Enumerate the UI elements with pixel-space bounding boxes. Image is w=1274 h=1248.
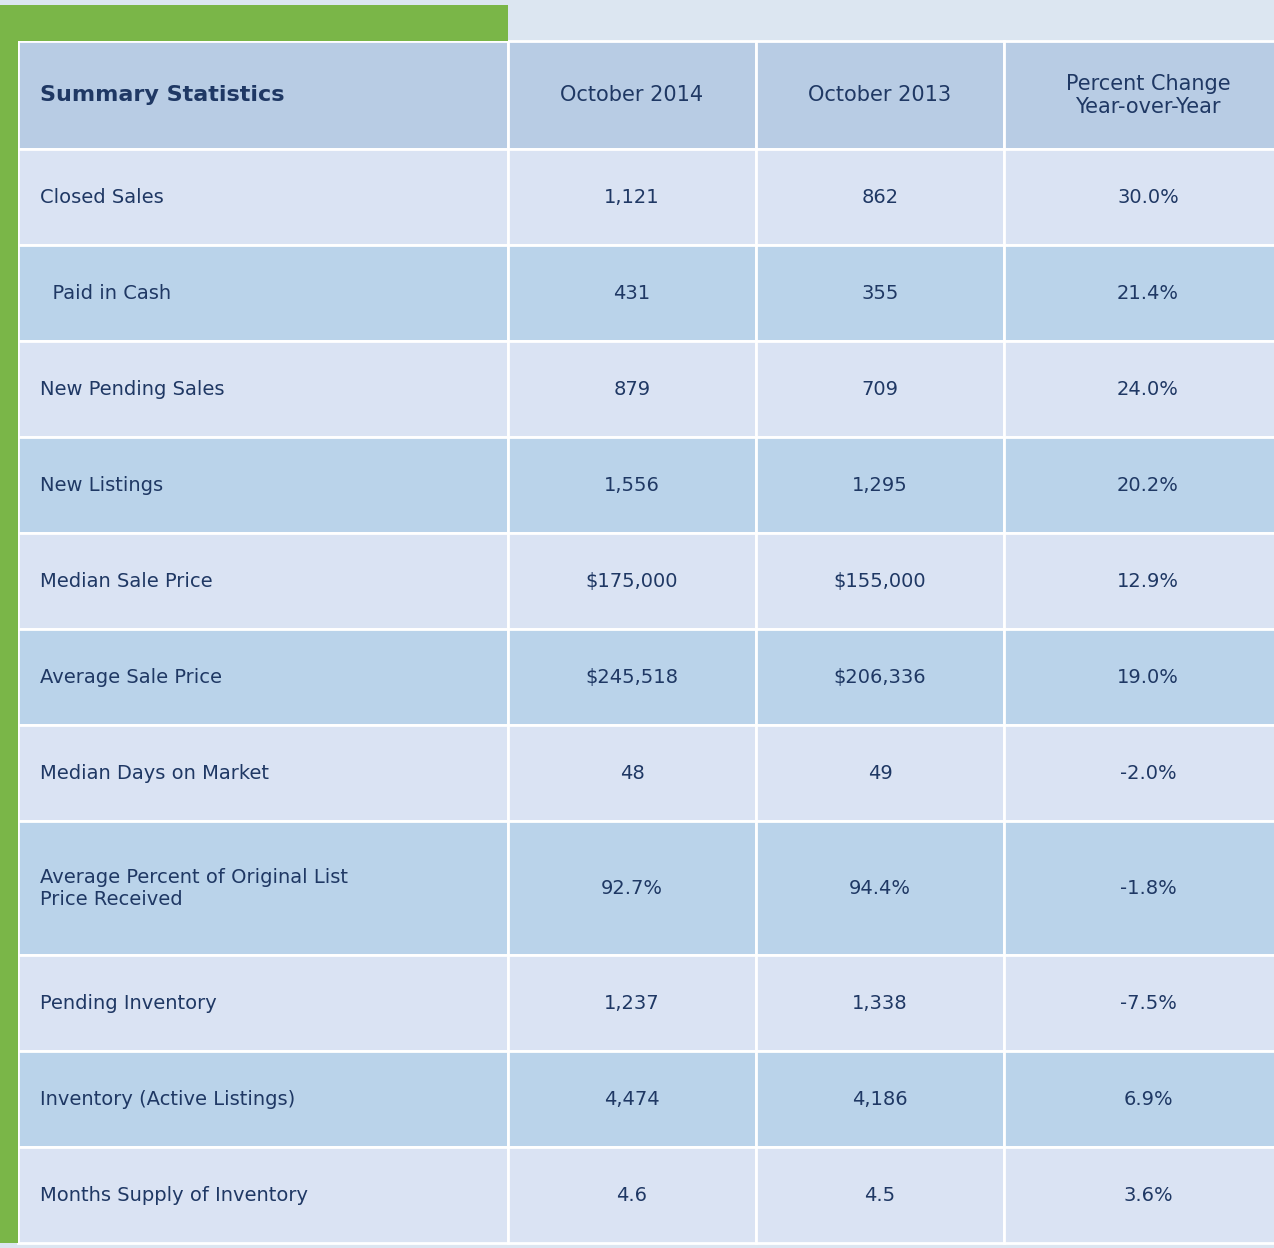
- Bar: [18, 629, 508, 725]
- Bar: [18, 150, 508, 246]
- Text: Pending Inventory: Pending Inventory: [39, 993, 217, 1012]
- Bar: [1004, 150, 1274, 246]
- Text: 1,556: 1,556: [604, 475, 660, 494]
- Text: 30.0%: 30.0%: [1117, 188, 1178, 207]
- Bar: [0, 5, 18, 1243]
- Bar: [1004, 437, 1274, 533]
- Text: October 2013: October 2013: [809, 85, 952, 105]
- Text: Percent Change
Year-over-Year: Percent Change Year-over-Year: [1065, 74, 1231, 117]
- Text: Months Supply of Inventory: Months Supply of Inventory: [39, 1186, 308, 1204]
- Text: 92.7%: 92.7%: [601, 879, 662, 897]
- Bar: [18, 5, 508, 41]
- Bar: [508, 725, 755, 821]
- Bar: [1004, 41, 1274, 150]
- Bar: [508, 341, 755, 437]
- Bar: [18, 41, 508, 150]
- Text: Inventory (Active Listings): Inventory (Active Listings): [39, 1090, 296, 1108]
- Text: 4,186: 4,186: [852, 1090, 908, 1108]
- Bar: [508, 1051, 755, 1147]
- Text: New Pending Sales: New Pending Sales: [39, 379, 224, 399]
- Bar: [508, 1147, 755, 1243]
- Text: 94.4%: 94.4%: [848, 879, 911, 897]
- Bar: [18, 341, 508, 437]
- Bar: [755, 725, 1004, 821]
- Text: 4.6: 4.6: [617, 1186, 647, 1204]
- Text: 49: 49: [868, 764, 892, 782]
- Text: 3.6%: 3.6%: [1124, 1186, 1173, 1204]
- Text: Average Sale Price: Average Sale Price: [39, 668, 222, 686]
- Bar: [755, 437, 1004, 533]
- Text: Closed Sales: Closed Sales: [39, 188, 164, 207]
- Text: 24.0%: 24.0%: [1117, 379, 1178, 399]
- Text: 48: 48: [619, 764, 645, 782]
- Text: 879: 879: [614, 379, 651, 399]
- Text: 6.9%: 6.9%: [1124, 1090, 1173, 1108]
- Text: Summary Statistics: Summary Statistics: [39, 85, 284, 105]
- Text: 20.2%: 20.2%: [1117, 475, 1178, 494]
- Bar: [508, 246, 755, 341]
- Bar: [18, 1147, 508, 1243]
- Text: -2.0%: -2.0%: [1120, 764, 1176, 782]
- Bar: [1004, 246, 1274, 341]
- Bar: [755, 341, 1004, 437]
- Text: October 2014: October 2014: [561, 85, 703, 105]
- Text: 862: 862: [861, 188, 898, 207]
- Bar: [755, 533, 1004, 629]
- Bar: [755, 1147, 1004, 1243]
- Text: 1,121: 1,121: [604, 188, 660, 207]
- Text: 709: 709: [861, 379, 898, 399]
- Bar: [1004, 1051, 1274, 1147]
- Text: $206,336: $206,336: [833, 668, 926, 686]
- Bar: [18, 246, 508, 341]
- Bar: [508, 437, 755, 533]
- Text: 431: 431: [614, 283, 651, 303]
- Text: Median Sale Price: Median Sale Price: [39, 572, 213, 590]
- Text: $175,000: $175,000: [586, 572, 678, 590]
- Bar: [1004, 1147, 1274, 1243]
- Text: -7.5%: -7.5%: [1120, 993, 1176, 1012]
- Bar: [755, 629, 1004, 725]
- Bar: [1004, 725, 1274, 821]
- Bar: [508, 150, 755, 246]
- Text: Average Percent of Original List
Price Received: Average Percent of Original List Price R…: [39, 867, 348, 909]
- Bar: [18, 821, 508, 955]
- Bar: [18, 955, 508, 1051]
- Text: 12.9%: 12.9%: [1117, 572, 1178, 590]
- Text: 355: 355: [861, 283, 898, 303]
- Text: New Listings: New Listings: [39, 475, 163, 494]
- Bar: [1004, 341, 1274, 437]
- Bar: [755, 150, 1004, 246]
- Bar: [755, 821, 1004, 955]
- Text: 21.4%: 21.4%: [1117, 283, 1178, 303]
- Bar: [18, 1051, 508, 1147]
- Text: 4,474: 4,474: [604, 1090, 660, 1108]
- Bar: [508, 533, 755, 629]
- Bar: [508, 955, 755, 1051]
- Bar: [755, 246, 1004, 341]
- Text: $155,000: $155,000: [833, 572, 926, 590]
- Text: 19.0%: 19.0%: [1117, 668, 1178, 686]
- Bar: [755, 41, 1004, 150]
- Text: -1.8%: -1.8%: [1120, 879, 1176, 897]
- Text: 1,295: 1,295: [852, 475, 908, 494]
- Text: 1,338: 1,338: [852, 993, 908, 1012]
- Text: 1,237: 1,237: [604, 993, 660, 1012]
- Bar: [1004, 821, 1274, 955]
- Bar: [508, 821, 755, 955]
- Bar: [508, 629, 755, 725]
- Bar: [18, 533, 508, 629]
- Bar: [755, 955, 1004, 1051]
- Bar: [18, 437, 508, 533]
- Bar: [508, 41, 755, 150]
- Text: Paid in Cash: Paid in Cash: [39, 283, 171, 303]
- Bar: [18, 725, 508, 821]
- Bar: [1004, 629, 1274, 725]
- Bar: [1004, 955, 1274, 1051]
- Text: Median Days on Market: Median Days on Market: [39, 764, 269, 782]
- Bar: [755, 1051, 1004, 1147]
- Text: 4.5: 4.5: [865, 1186, 896, 1204]
- Text: $245,518: $245,518: [586, 668, 679, 686]
- Bar: [1004, 533, 1274, 629]
